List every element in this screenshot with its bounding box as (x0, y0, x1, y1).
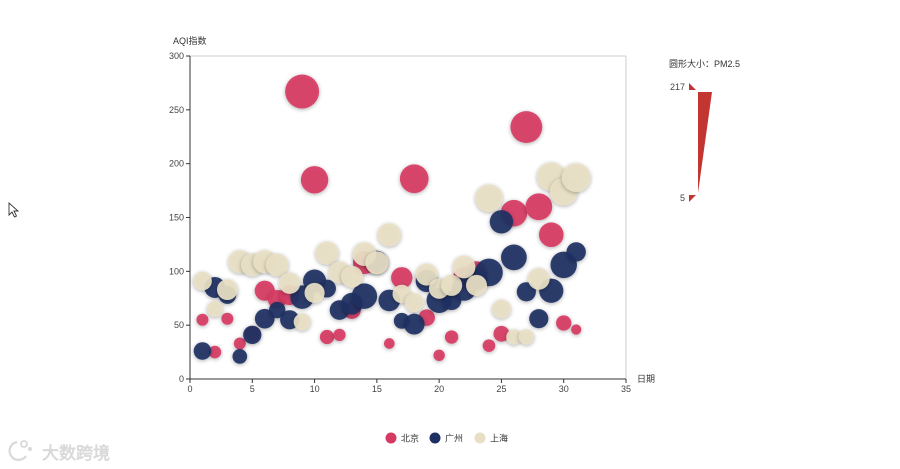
bubble-point[interactable] (441, 274, 463, 296)
bubble-point[interactable] (452, 255, 476, 279)
legend-item[interactable]: 上海 (474, 432, 509, 444)
x-tick-label: 0 (187, 384, 192, 394)
bubble-point[interactable] (404, 293, 424, 313)
y-tick-label: 250 (169, 105, 184, 115)
bubble-point[interactable] (433, 349, 445, 362)
y-axis-ticks: 0 50 100 150 200 250 300 (169, 51, 190, 384)
bubble-point[interactable] (529, 309, 549, 329)
bubble-point[interactable] (383, 338, 395, 349)
size-map-bar (698, 92, 712, 193)
bubble-layer (193, 74, 591, 364)
bubble-point[interactable] (221, 312, 234, 325)
x-tick-label: 30 (559, 384, 569, 394)
legend-label: 广州 (445, 433, 463, 444)
x-tick-label: 35 (621, 384, 631, 394)
bubble-point[interactable] (300, 166, 329, 194)
x-tick-label: 25 (496, 384, 506, 394)
mouse-cursor-icon (8, 201, 20, 218)
bubble-point[interactable] (501, 244, 527, 271)
x-tick-label: 10 (310, 384, 320, 394)
bubble-point[interactable] (516, 282, 536, 302)
bubble-point[interactable] (233, 337, 246, 350)
bubble-point[interactable] (475, 184, 503, 212)
bubble-point[interactable] (510, 111, 543, 143)
bubble-point[interactable] (391, 267, 413, 289)
y-tick-label: 200 (169, 159, 184, 169)
bubble-point[interactable] (232, 349, 248, 364)
bubble-point[interactable] (566, 242, 586, 262)
bubble-point[interactable] (217, 279, 238, 300)
size-map-max: 217 (670, 82, 685, 92)
bubble-point[interactable] (377, 223, 401, 247)
y-tick-label: 300 (169, 51, 184, 61)
bubble-point[interactable] (319, 329, 335, 345)
bubble-point[interactable] (333, 328, 346, 342)
y-tick-label: 0 (179, 374, 184, 384)
legend-label: 上海 (490, 433, 508, 444)
bubble-point[interactable] (466, 274, 487, 296)
bubble-point[interactable] (193, 342, 212, 360)
x-axis-title: 日期 (637, 374, 655, 384)
bubble-point[interactable] (285, 74, 320, 109)
bubble-point[interactable] (493, 325, 510, 342)
bubble-point[interactable] (571, 324, 582, 335)
y-tick-label: 150 (169, 213, 184, 223)
bubble-point[interactable] (492, 299, 511, 319)
y-axis-title: AQI指数 (173, 35, 207, 46)
bubble-point[interactable] (365, 251, 389, 275)
bubble-point[interactable] (278, 272, 301, 294)
x-tick-label: 5 (250, 384, 255, 394)
legend-swatch (385, 432, 397, 444)
bubble-point[interactable] (482, 339, 496, 352)
x-axis-ticks: 0 5 10 15 20 25 30 35 (187, 379, 631, 394)
bubble-point[interactable] (268, 301, 286, 319)
bubble-point[interactable] (304, 282, 325, 303)
bubble-point[interactable] (506, 329, 522, 345)
size-map-bottom-handle[interactable] (689, 195, 696, 202)
bubble-point[interactable] (206, 301, 223, 317)
watermark-text: 大数跨境 (42, 443, 110, 464)
bubble-point[interactable] (561, 163, 591, 193)
watermark: 大数跨境 (8, 440, 110, 464)
legend-label: 北京 (401, 433, 419, 444)
legend-swatch (474, 432, 486, 444)
bubble-point[interactable] (489, 210, 514, 234)
legend-item[interactable]: 广州 (429, 432, 464, 444)
y-tick-label: 100 (169, 266, 184, 276)
bubble-point[interactable] (556, 315, 572, 331)
bubble-point[interactable] (254, 308, 275, 329)
bubble-point[interactable] (315, 241, 339, 265)
x-tick-label: 15 (372, 384, 382, 394)
bubble-point[interactable] (444, 330, 459, 344)
size-map-min: 5 (680, 193, 685, 203)
watermark-logo-icon (8, 440, 32, 461)
bubble-point[interactable] (193, 271, 212, 291)
bubble-point[interactable] (525, 193, 553, 221)
bubble-point[interactable] (538, 222, 564, 248)
y-tick-label: 50 (174, 320, 184, 330)
bubble-point[interactable] (399, 164, 429, 194)
bubble-point[interactable] (415, 263, 438, 286)
legend-swatch (429, 432, 441, 444)
bubble-point[interactable] (341, 265, 363, 288)
size-visual-map[interactable]: 圆形大小：PM2.5 217 5 (669, 58, 740, 203)
bubble-point[interactable] (243, 325, 262, 345)
legend: 北京 广州 上海 (385, 432, 509, 444)
bubble-point[interactable] (527, 268, 550, 290)
bubble-point[interactable] (293, 313, 311, 331)
size-map-label: 圆形大小：PM2.5 (669, 58, 740, 69)
bubble-point[interactable] (208, 345, 222, 359)
bubble-point[interactable] (196, 313, 209, 326)
bubble-point[interactable] (351, 283, 378, 309)
bubble-point[interactable] (403, 313, 425, 335)
series-1 (196, 74, 582, 362)
x-tick-label: 20 (434, 384, 444, 394)
size-map-top-handle[interactable] (689, 83, 696, 90)
series-3 (193, 162, 591, 345)
bubble-point[interactable] (518, 329, 534, 345)
legend-item[interactable]: 北京 (385, 432, 420, 444)
bubble-point[interactable] (265, 253, 289, 277)
